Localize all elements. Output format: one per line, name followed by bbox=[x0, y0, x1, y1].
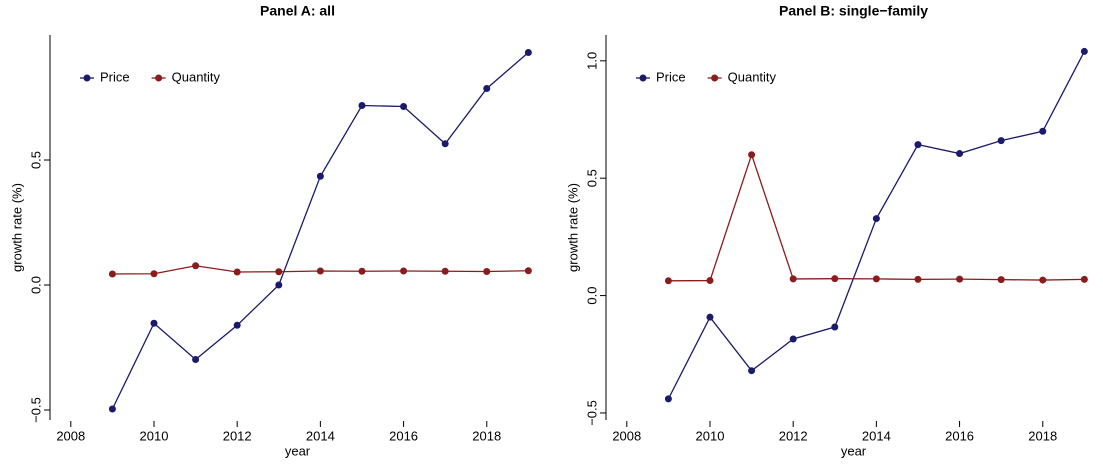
legend-marker bbox=[639, 74, 647, 82]
series-line bbox=[111, 52, 529, 410]
x-tick-label: 2010 bbox=[696, 428, 725, 443]
data-point bbox=[150, 270, 158, 278]
legend-marker bbox=[83, 74, 91, 82]
x-tick-label: 2012 bbox=[223, 428, 252, 443]
data-point bbox=[316, 172, 324, 180]
data-point bbox=[831, 275, 839, 283]
data-point bbox=[233, 268, 241, 276]
data-point bbox=[997, 137, 1005, 145]
y-tick-label: −0.5 bbox=[584, 400, 599, 426]
x-tick-label: 2014 bbox=[862, 428, 891, 443]
x-tick-label: 2008 bbox=[612, 428, 641, 443]
data-point bbox=[441, 267, 449, 275]
data-point bbox=[914, 275, 922, 283]
data-point bbox=[789, 275, 797, 283]
data-point bbox=[233, 321, 241, 329]
legend-marker bbox=[711, 74, 719, 82]
legend-label: Price bbox=[656, 69, 686, 84]
data-point bbox=[664, 277, 672, 285]
data-point bbox=[956, 150, 964, 158]
data-point bbox=[483, 85, 491, 92]
data-point bbox=[524, 267, 532, 275]
data-point bbox=[914, 141, 922, 149]
x-axis-label: year bbox=[841, 443, 867, 458]
y-tick-label: 0.0 bbox=[28, 276, 43, 294]
x-axis-label: year bbox=[285, 443, 311, 458]
data-point bbox=[997, 276, 1005, 284]
data-point bbox=[1039, 276, 1047, 284]
data-point bbox=[872, 275, 880, 283]
data-point bbox=[956, 275, 964, 283]
y-axis-label: growth rate (%) bbox=[9, 183, 24, 272]
data-point bbox=[400, 267, 408, 275]
legend-label: Price bbox=[100, 69, 130, 84]
y-tick-label: 0.5 bbox=[584, 169, 599, 187]
x-tick-label: 2016 bbox=[945, 428, 974, 443]
y-tick-label: 0.5 bbox=[28, 151, 43, 169]
data-point bbox=[316, 267, 324, 275]
data-point bbox=[192, 356, 200, 363]
data-point bbox=[358, 102, 366, 109]
data-point bbox=[789, 335, 797, 343]
data-point bbox=[706, 277, 714, 285]
data-point bbox=[748, 151, 756, 159]
x-tick-label: 2014 bbox=[306, 428, 335, 443]
chart-title: Panel B: single−family bbox=[779, 3, 928, 19]
data-point bbox=[1039, 127, 1047, 135]
data-point bbox=[358, 267, 366, 275]
y-tick-label: 0.0 bbox=[584, 287, 599, 305]
data-point bbox=[108, 405, 116, 413]
data-point bbox=[1080, 47, 1088, 55]
data-point bbox=[748, 367, 756, 375]
data-point bbox=[441, 140, 449, 148]
data-point bbox=[275, 268, 283, 276]
legend-label: Quantity bbox=[728, 69, 777, 84]
x-tick-label: 2010 bbox=[140, 428, 169, 443]
x-tick-label: 2008 bbox=[56, 428, 85, 443]
data-point bbox=[706, 313, 714, 321]
y-tick-label: 1.0 bbox=[584, 52, 599, 70]
data-point bbox=[483, 268, 491, 275]
x-tick-label: 2018 bbox=[1028, 428, 1057, 443]
data-point bbox=[192, 262, 200, 270]
series-line bbox=[667, 51, 1085, 400]
data-point bbox=[1080, 275, 1088, 283]
data-point bbox=[400, 103, 408, 110]
y-axis-label: growth rate (%) bbox=[565, 183, 580, 272]
data-point bbox=[275, 281, 283, 289]
chart-title: Panel A: all bbox=[260, 3, 335, 19]
data-point bbox=[872, 215, 880, 223]
y-tick-label: −0.5 bbox=[28, 397, 43, 423]
x-tick-label: 2016 bbox=[389, 428, 418, 443]
data-point bbox=[524, 49, 532, 56]
legend-label: Quantity bbox=[172, 69, 221, 84]
x-tick-label: 2018 bbox=[472, 428, 501, 443]
data-point bbox=[664, 395, 672, 403]
x-tick-label: 2012 bbox=[779, 428, 808, 443]
data-point bbox=[108, 270, 116, 278]
data-point bbox=[831, 323, 839, 331]
data-point bbox=[150, 319, 158, 327]
legend-marker bbox=[155, 74, 163, 82]
